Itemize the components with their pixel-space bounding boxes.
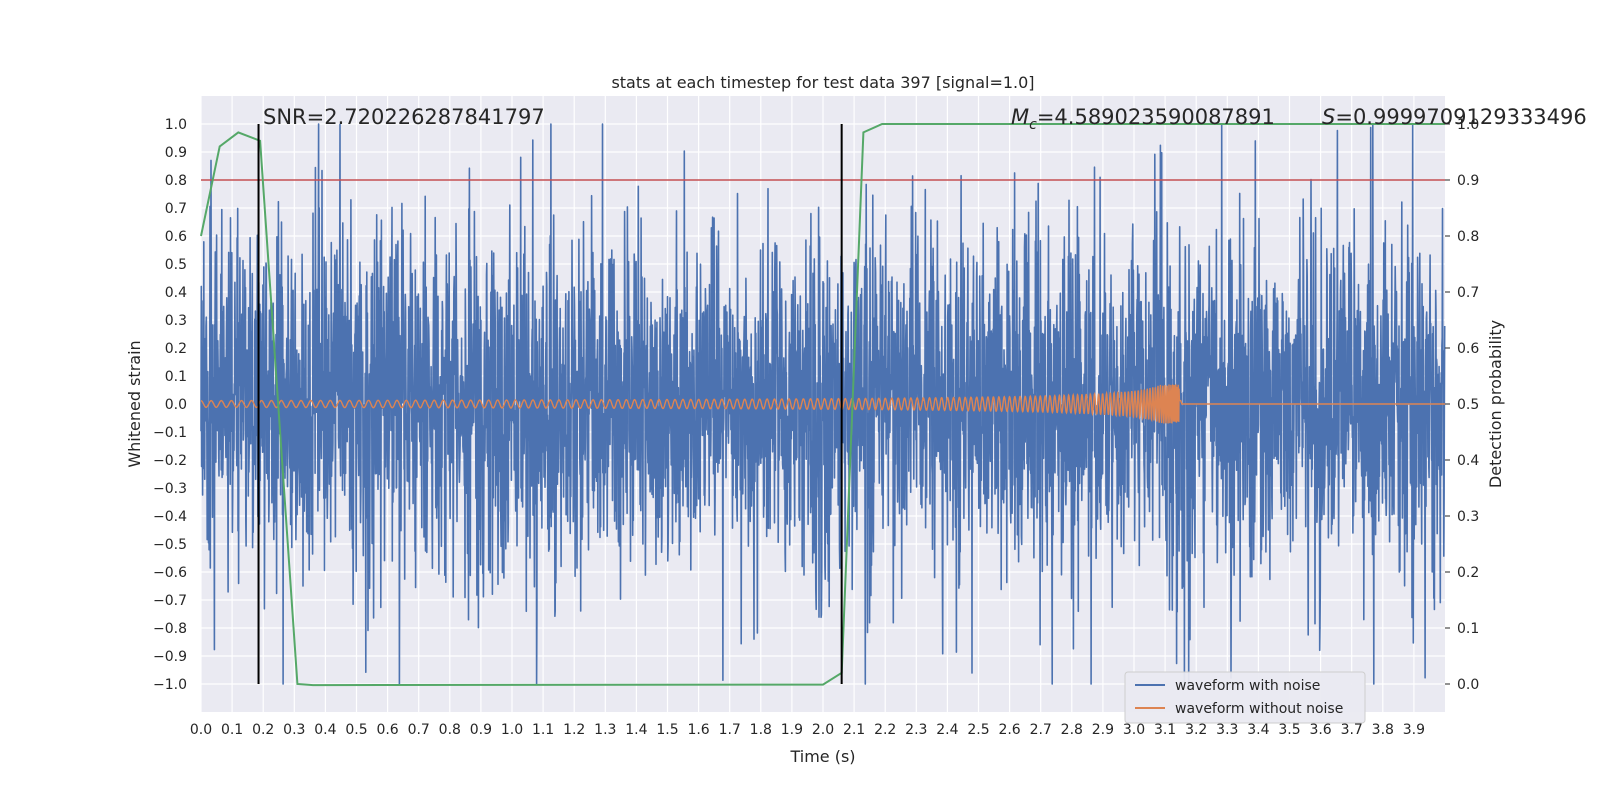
x-tick-label: 2.7 [1030, 722, 1052, 738]
x-tick-label: 3.7 [1341, 722, 1363, 738]
x-tick-label: 0.9 [470, 722, 492, 738]
x-tick-label: 1.9 [781, 722, 803, 738]
clean-series [200, 384, 1445, 424]
x-tick-label: 2.4 [936, 722, 958, 738]
x-tick-label: 3.6 [1309, 722, 1331, 738]
x-tick-label: 2.0 [812, 722, 834, 738]
x-tick-label: 0.8 [439, 722, 461, 738]
right-y-tick-label: 0.0 [1457, 677, 1479, 693]
right-y-tick-label: 0.2 [1457, 565, 1479, 581]
chirp-mass-symbol: M [1011, 105, 1029, 129]
legend: waveform with noise waveform without noi… [1124, 671, 1366, 724]
x-axis-label: Time (s) [789, 747, 855, 766]
y-tick-label: −0.8 [153, 621, 187, 637]
y-tick-label: −0.7 [153, 593, 187, 609]
y-tick-label: −0.4 [153, 509, 187, 525]
y-tick-label: 0.2 [165, 341, 187, 357]
y-tick-label: 0.6 [165, 229, 187, 245]
chart-title: stats at each timestep for test data 397… [611, 73, 1034, 92]
x-tick-label: 0.4 [314, 722, 336, 738]
x-tick-label: 2.3 [905, 722, 927, 738]
right-y-tick-labels: 0.0 0.1 0.2 0.3 0.4 0.5 0.6 0.7 0.8 0.9 1.0 [1445, 117, 1479, 693]
clean-waveform-line [200, 384, 1445, 424]
right-y-tick-label: 0.4 [1457, 453, 1479, 469]
right-y-tick-label: 0.6 [1457, 341, 1479, 357]
y-tick-label: 1.0 [165, 117, 187, 133]
x-tick-label: 3.5 [1278, 722, 1300, 738]
x-tick-label: 3.2 [1185, 722, 1207, 738]
right-y-tick-label: 0.5 [1457, 397, 1479, 413]
y-tick-label: −0.3 [153, 481, 187, 497]
x-tick-label: 0.3 [283, 722, 305, 738]
x-tick-label: 2.9 [1092, 722, 1114, 738]
x-tick-labels: 0.0 0.1 0.2 0.3 0.4 0.5 0.6 0.7 0.8 0.9 1.0 1.1 1.2 1… [190, 722, 1425, 738]
x-tick-label: 1.2 [563, 722, 585, 738]
x-tick-label: 2.8 [1061, 722, 1083, 738]
y-tick-label: 0.4 [165, 285, 187, 301]
x-tick-label: 3.3 [1216, 722, 1238, 738]
noise-waveform-line [200, 123, 1446, 685]
legend-label-clean: waveform without noise [1175, 701, 1343, 717]
y-tick-label: −0.9 [153, 649, 187, 665]
right-y-tick-label: 0.1 [1457, 621, 1479, 637]
x-tick-label: 1.6 [687, 722, 709, 738]
right-y-tick-label: 1.0 [1457, 117, 1479, 133]
right-y-axis-label: Detection probability [1486, 320, 1505, 488]
y-tick-label: 0.7 [165, 201, 187, 217]
x-tick-label: 3.9 [1403, 722, 1425, 738]
x-tick-label: 3.0 [1123, 722, 1145, 738]
score-annotation: S=0.9999709129333496 [1322, 105, 1587, 129]
y-tick-label: 0.9 [165, 145, 187, 161]
right-y-tick-label: 0.3 [1457, 509, 1479, 525]
y-axis-label: Whitened strain [125, 340, 144, 467]
x-tick-label: 0.1 [221, 722, 243, 738]
y-tick-label: 0.8 [165, 173, 187, 189]
chirp-mass-value: =4.589023590087891 [1037, 105, 1275, 129]
overlay-lines [200, 123, 1445, 687]
x-tick-label: 3.4 [1247, 722, 1269, 738]
x-tick-label: 2.5 [967, 722, 989, 738]
x-tick-label: 3.8 [1372, 722, 1394, 738]
x-tick-label: 2.2 [874, 722, 896, 738]
x-tick-label: 0.2 [252, 722, 274, 738]
detection-probability-line [200, 123, 1445, 687]
x-tick-label: 0.7 [408, 722, 430, 738]
y-tick-label: −0.2 [153, 453, 187, 469]
score-value: =0.9999709129333496 [1335, 105, 1586, 129]
x-tick-label: 1.4 [625, 722, 647, 738]
chirp-mass-annotation: Mc=4.589023590087891 [1011, 105, 1275, 133]
right-y-tick-label: 0.7 [1457, 285, 1479, 301]
score-symbol: S [1322, 105, 1335, 129]
x-tick-label: 1.0 [501, 722, 523, 738]
y-tick-label: 0.5 [165, 257, 187, 273]
y-tick-labels: −1.0 −0.9 −0.8 −0.7 −0.6 −0.5 −0.4 −0.3 −0.2 −0.1… [153, 117, 187, 693]
y-tick-label: −1.0 [153, 677, 187, 693]
x-tick-label: 1.8 [750, 722, 772, 738]
x-tick-label: 1.3 [594, 722, 616, 738]
noise-series [200, 123, 1446, 685]
y-tick-label: −0.5 [153, 537, 187, 553]
chirp-mass-subscript: c [1029, 117, 1037, 133]
y-tick-label: 0.0 [165, 397, 187, 413]
x-tick-label: 0.5 [345, 722, 367, 738]
y-tick-label: −0.6 [153, 565, 187, 581]
y-tick-label: 0.1 [165, 369, 187, 385]
x-tick-label: 2.6 [998, 722, 1020, 738]
y-tick-label: 0.3 [165, 313, 187, 329]
x-tick-label: 0.6 [376, 722, 398, 738]
x-tick-label: 1.5 [656, 722, 678, 738]
legend-box [1124, 671, 1366, 724]
snr-annotation: SNR=2.720226287841797 [263, 105, 545, 129]
x-tick-label: 0.0 [190, 722, 212, 738]
right-y-tick-label: 0.8 [1457, 229, 1479, 245]
x-tick-label: 1.1 [532, 722, 554, 738]
x-tick-label: 3.1 [1154, 722, 1176, 738]
y-tick-label: −0.1 [153, 425, 187, 441]
x-tick-label: 1.7 [719, 722, 741, 738]
x-tick-label: 2.1 [843, 722, 865, 738]
right-y-tick-label: 0.9 [1457, 173, 1479, 189]
legend-label-noise: waveform with noise [1175, 678, 1320, 694]
